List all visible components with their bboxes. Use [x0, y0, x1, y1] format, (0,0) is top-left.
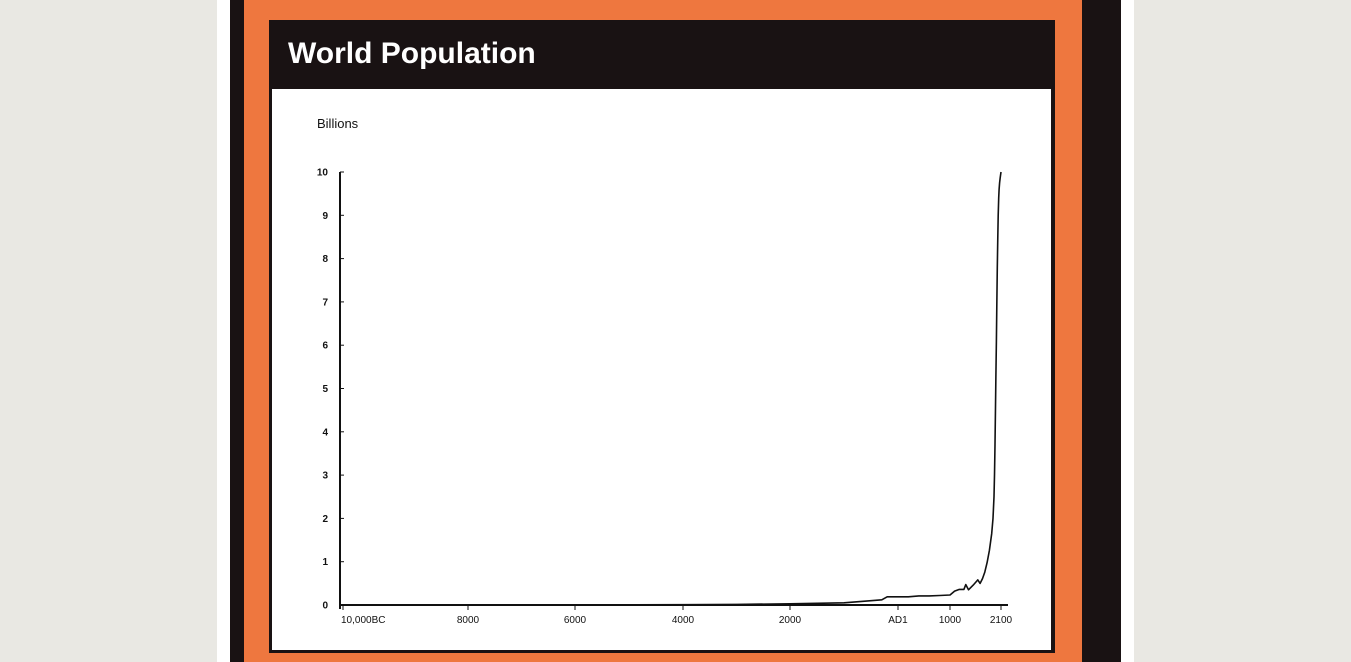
x-tick-label: AD1: [888, 615, 908, 626]
slide: World Population Billions 0 1 2 3 4 5 6 7 8 9 10 10,…: [217, 0, 1134, 662]
x-tick-label: 1000: [939, 615, 962, 626]
y-tick-label: 1: [322, 557, 328, 568]
y-tick-label: 10: [317, 168, 329, 179]
left-background: [0, 0, 217, 662]
x-tick-label: 6000: [564, 615, 587, 626]
chart-title: World Population: [288, 37, 536, 70]
population-chart: Billions 0 1 2 3 4 5 6 7 8 9 10 10,000BC 8000 6000 4000…: [317, 116, 1013, 626]
y-axis-label: Billions: [317, 116, 359, 131]
x-tick-label: 4000: [672, 615, 695, 626]
population-line: [343, 171, 1002, 606]
x-tick-label: 10,000BC: [341, 615, 385, 626]
y-tick-label: 3: [322, 471, 328, 482]
y-tick-label: 2: [322, 514, 328, 525]
y-tick-label: 5: [322, 384, 328, 395]
y-tick-label: 8: [322, 254, 328, 265]
x-tick-label: 2100: [990, 615, 1013, 626]
chart-header: World Population: [269, 20, 1055, 89]
y-tick-label: 4: [322, 427, 328, 438]
y-tick-label: 0: [322, 601, 328, 612]
y-tick-label: 9: [322, 211, 328, 222]
x-tick-label: 2000: [779, 615, 802, 626]
right-background: [1134, 0, 1351, 662]
chart-card: World Population Billions 0 1 2 3 4 5 6 7 8 9 10 10,…: [269, 20, 1055, 653]
y-tick-label: 7: [322, 297, 328, 308]
y-tick-label: 6: [322, 341, 328, 352]
chart-area: Billions 0 1 2 3 4 5 6 7 8 9 10 10,000BC 8000 6000 4000…: [272, 89, 1051, 650]
x-tick-label: 8000: [457, 615, 480, 626]
